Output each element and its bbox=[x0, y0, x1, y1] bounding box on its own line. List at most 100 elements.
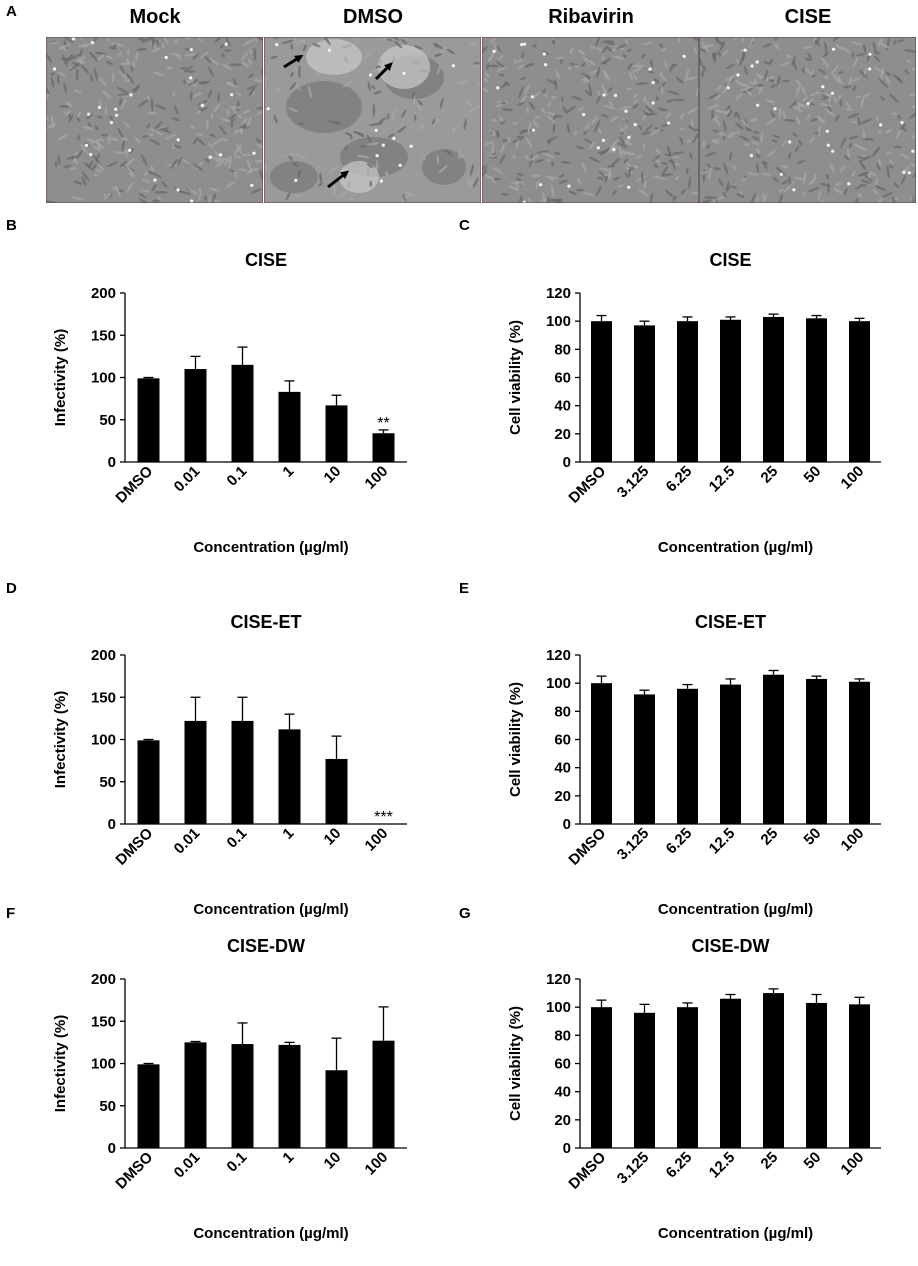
cell bbox=[528, 101, 536, 111]
cell bbox=[546, 79, 557, 85]
cell bbox=[542, 93, 549, 98]
cell bbox=[623, 158, 629, 164]
cell bbox=[861, 137, 875, 141]
cell bbox=[763, 69, 769, 82]
cell bbox=[86, 113, 94, 120]
cell bbox=[292, 162, 299, 168]
cell bbox=[65, 101, 73, 108]
bright-cell bbox=[374, 128, 378, 132]
bright-cell bbox=[879, 123, 883, 127]
cell bbox=[298, 64, 301, 79]
cell bbox=[343, 55, 349, 64]
cell bbox=[876, 163, 881, 171]
cell bbox=[125, 148, 129, 157]
cell-cluster bbox=[306, 39, 362, 75]
cell bbox=[650, 59, 654, 68]
cell bbox=[780, 61, 790, 67]
cell bbox=[845, 108, 853, 111]
cell bbox=[246, 158, 251, 169]
cell bbox=[356, 154, 370, 159]
bright-cell bbox=[266, 107, 270, 111]
bright-cell bbox=[582, 112, 586, 117]
bar bbox=[231, 720, 254, 824]
cell bbox=[810, 118, 818, 122]
cell bbox=[344, 132, 352, 137]
cell bbox=[568, 190, 578, 195]
cell bbox=[596, 185, 602, 197]
cell bbox=[609, 139, 618, 150]
y-tick-label: 20 bbox=[554, 788, 571, 805]
bright-cell bbox=[911, 149, 915, 153]
cell bbox=[492, 166, 504, 175]
cell bbox=[75, 73, 79, 81]
cell bbox=[804, 67, 812, 75]
cell bbox=[198, 187, 202, 194]
cell bbox=[832, 72, 841, 84]
cell bbox=[173, 144, 182, 149]
bright-cell bbox=[176, 138, 180, 142]
cell bbox=[752, 135, 760, 141]
cell bbox=[473, 64, 480, 69]
cpe-lesion bbox=[286, 81, 362, 133]
bright-cell bbox=[189, 48, 193, 52]
cell bbox=[97, 53, 105, 61]
cell bbox=[552, 122, 556, 133]
cell bbox=[642, 41, 655, 46]
cell bbox=[740, 177, 748, 182]
cell bbox=[863, 92, 871, 98]
cell bbox=[601, 114, 609, 118]
cell bbox=[629, 71, 633, 81]
cell bbox=[674, 176, 680, 181]
cell bbox=[885, 75, 891, 86]
cell bbox=[543, 50, 549, 55]
cell bbox=[659, 42, 664, 49]
cell bbox=[120, 62, 130, 66]
cell bbox=[116, 86, 129, 94]
cell bbox=[192, 162, 204, 172]
cell bbox=[358, 132, 365, 138]
bright-cell bbox=[230, 93, 234, 97]
x-axis-label: Concentration (µg/ml) bbox=[658, 1225, 813, 1242]
cell bbox=[600, 167, 611, 172]
cell bbox=[684, 68, 690, 82]
x-axis-label: Concentration (µg/ml) bbox=[193, 901, 348, 918]
bright-cell bbox=[832, 47, 836, 51]
cell bbox=[596, 95, 601, 105]
cell bbox=[233, 155, 242, 159]
bar bbox=[325, 758, 348, 824]
cell bbox=[825, 173, 830, 180]
cell bbox=[650, 127, 662, 136]
cell bbox=[911, 133, 916, 140]
cell bbox=[584, 122, 590, 132]
cell bbox=[128, 148, 135, 154]
bright-cell bbox=[392, 136, 396, 140]
cell bbox=[597, 90, 601, 97]
cell bbox=[486, 154, 496, 158]
cell bbox=[482, 165, 488, 170]
bright-cell bbox=[627, 185, 631, 189]
cell bbox=[187, 187, 198, 195]
cell bbox=[198, 81, 208, 84]
cell bbox=[519, 194, 523, 203]
cell bbox=[818, 124, 821, 138]
bright-cell bbox=[294, 178, 298, 182]
cell bbox=[515, 177, 522, 182]
cell bbox=[791, 56, 796, 66]
cell bbox=[138, 192, 147, 199]
x-tick-label: DMSO bbox=[565, 1149, 609, 1193]
cell bbox=[297, 169, 301, 179]
cell bbox=[482, 168, 487, 177]
cell bbox=[135, 50, 139, 62]
bar bbox=[677, 321, 698, 462]
cell bbox=[615, 44, 627, 50]
cell bbox=[112, 43, 117, 50]
cell bbox=[148, 133, 154, 137]
cell bbox=[241, 118, 248, 124]
cell bbox=[107, 137, 119, 141]
cell bbox=[755, 148, 761, 154]
cell bbox=[484, 72, 490, 78]
cell bbox=[489, 175, 496, 184]
chart-c: CISE 0 20 40 60 80 100 120 Cell viability (%) DMS… bbox=[455, 236, 885, 576]
cell bbox=[246, 168, 253, 175]
cell bbox=[581, 72, 592, 79]
